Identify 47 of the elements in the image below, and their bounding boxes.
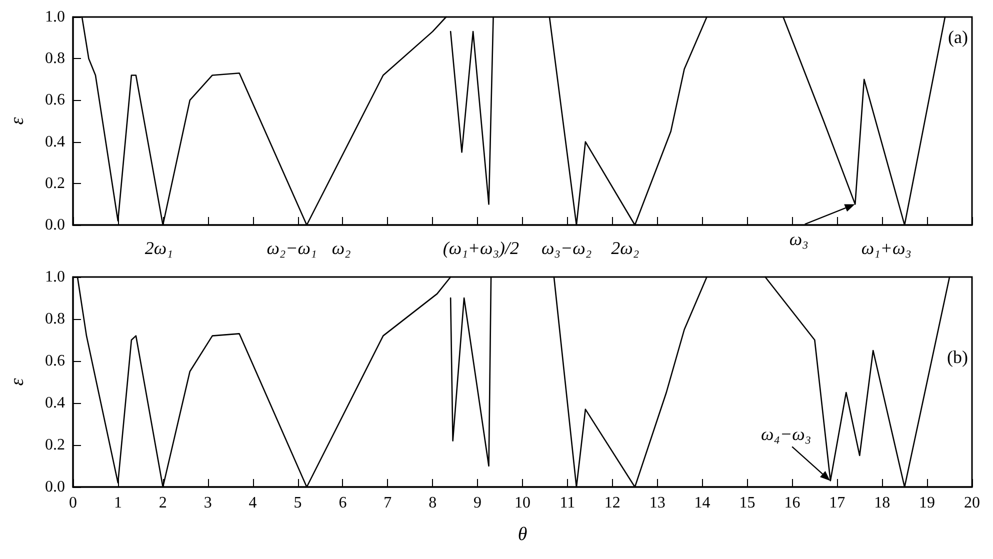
x-tick-label: 0 xyxy=(69,494,77,512)
annotation: (b) xyxy=(947,346,968,368)
x-tick-label: 3 xyxy=(204,494,212,512)
y-tick-label: 0.6 xyxy=(45,352,65,370)
x-tick-label: 13 xyxy=(649,494,666,512)
annotation: ω₃ xyxy=(789,228,808,250)
y-tick-label: 0.6 xyxy=(45,92,65,109)
y-tick-label: 0.4 xyxy=(45,394,65,412)
x-tick-label: 8 xyxy=(428,494,437,512)
y-tick-label: 0.4 xyxy=(45,133,65,150)
y-tick-label: 0.8 xyxy=(45,50,65,68)
annotation: (a) xyxy=(948,26,968,48)
text: ω₃−ω₂ xyxy=(542,237,592,259)
text: 2ω₁ xyxy=(144,237,173,259)
text: ω₂−ω₁ xyxy=(266,237,317,259)
x-tick-label: 1 xyxy=(114,494,122,512)
y-tick-label: 0.0 xyxy=(45,478,65,496)
x-tick-label: 7 xyxy=(384,494,392,512)
annotation: ω₄−ω₃ xyxy=(761,422,812,445)
y-axis-title: ε xyxy=(7,378,28,386)
x-tick-label: 2 xyxy=(158,494,167,512)
x-tick-label: 4 xyxy=(248,494,257,512)
x-tick-label: 20 xyxy=(964,494,980,512)
y-tick-label: 0.8 xyxy=(45,310,65,328)
text: (ω₁+ω₃)/2 xyxy=(442,237,519,259)
x-tick-label: 10 xyxy=(514,494,530,512)
x-tick-label: 6 xyxy=(338,494,347,512)
y-axis-title: ε xyxy=(7,116,28,125)
y-tick-label: 1.0 xyxy=(45,268,65,286)
x-tick-label: 15 xyxy=(739,494,756,512)
x-tick-label: 12 xyxy=(604,494,620,512)
y-tick-label: 0.2 xyxy=(45,174,65,192)
x-tick-label: 9 xyxy=(474,494,482,512)
x-tick-label: 14 xyxy=(694,494,710,512)
y-tick-label: 1.0 xyxy=(45,8,65,26)
text: ω₁+ω₃ xyxy=(861,237,912,259)
x-tick-label: 16 xyxy=(784,494,800,512)
x-tick-label: 5 xyxy=(294,494,302,512)
x-tick-label: 19 xyxy=(919,494,936,512)
y-tick-label: 0.2 xyxy=(45,436,65,454)
y-tick-label: 0.0 xyxy=(45,216,65,234)
x-axis-title: θ xyxy=(518,524,528,545)
x-tick-label: 18 xyxy=(874,494,890,512)
x-tick-label: 17 xyxy=(829,494,846,512)
text: 2ω₂ xyxy=(611,237,640,259)
text: ω₂ xyxy=(332,237,351,259)
x-tick-label: 11 xyxy=(560,494,576,512)
